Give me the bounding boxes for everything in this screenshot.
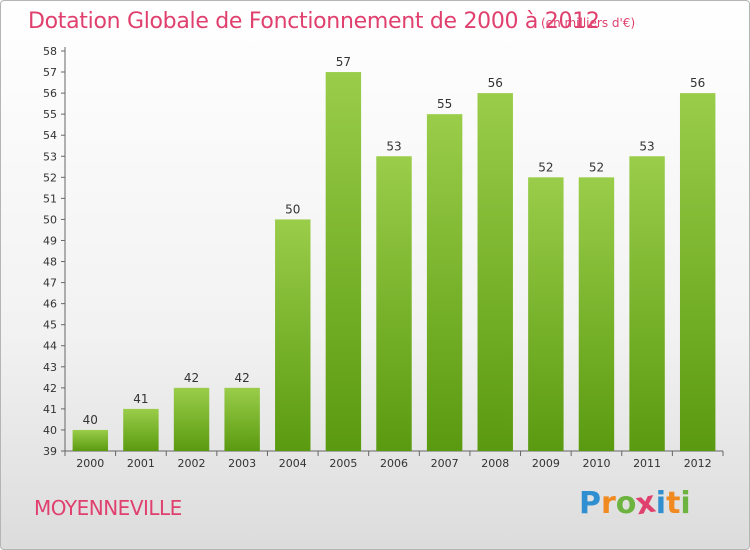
y-tick-label: 43 [43,361,57,374]
bar-2011 [629,156,665,451]
commune-name: MOYENNEVILLE [34,496,182,520]
x-tick-label-2000: 2000 [76,457,104,470]
x-tick-label-2003: 2003 [228,457,256,470]
y-tick-label: 48 [43,256,57,269]
x-tick-label-2004: 2004 [279,457,307,470]
bar-2005 [325,72,362,451]
x-tick-label-2009: 2009 [532,457,560,470]
y-tick-label: 51 [43,192,57,205]
data-label-2010: 52 [589,160,604,174]
bar-2009 [528,177,564,451]
chart-title: Dotation Globale de Fonctionnement de 20… [28,9,600,34]
y-tick-label: 55 [43,108,57,121]
bars [72,72,716,452]
data-label-2009: 52 [538,160,553,174]
y-tick-label: 45 [43,319,57,332]
y-tick-label: 47 [43,277,57,290]
y-tick-label: 39 [43,445,57,458]
data-label-2005: 57 [336,55,351,69]
x-tick-label-2011: 2011 [633,457,661,470]
y-tick-label: 53 [43,150,57,163]
bar-2010 [578,177,615,451]
logo-letter: o [615,486,637,521]
y-tick-label: 42 [43,382,57,395]
data-label-2011: 53 [639,139,654,153]
y-tick-label: 50 [43,213,57,226]
y-tick-label: 44 [43,340,57,353]
data-labels: 40 41 42 42 50 57 53 55 56 52 52 53 56 [83,55,706,427]
y-tick-label: 54 [43,129,57,142]
logo-letter: i [680,486,691,521]
x-tick-label-2008: 2008 [481,457,509,470]
data-label-2007: 55 [437,97,452,111]
y-tick-label: 40 [43,424,57,437]
x-tick-label-2005: 2005 [329,457,357,470]
x-tick-label-2007: 2007 [431,457,459,470]
x-tick-label-2002: 2002 [178,457,206,470]
chart-subtitle: (en milliers d'€) [541,16,636,30]
x-tick-label-2001: 2001 [127,457,155,470]
logo-letter: P [579,486,601,521]
bar-2006 [376,156,412,451]
y-tick-label: 57 [43,66,57,79]
y-tick-label: 52 [43,171,57,184]
y-tick-label: 58 [43,45,57,58]
bar-2008 [477,93,513,452]
logo-letter: t [666,486,681,521]
bar-2012 [679,93,716,452]
x-tick-label-2010: 2010 [582,457,610,470]
bar-2000 [72,429,109,451]
y-tick-label: 41 [43,403,57,416]
data-label-2012: 56 [690,76,705,90]
x-axis-ticks: 2000 2001 2002 2003 2004 2005 2006 2007 2008 2009… [64,451,724,470]
data-label-2000: 40 [83,413,98,427]
y-tick-label: 56 [43,87,57,100]
bar-2001 [123,408,159,451]
data-label-2008: 56 [488,76,503,90]
logo-letter: i [655,486,667,521]
y-tick-label: 46 [43,298,57,311]
data-label-2003: 42 [235,371,250,385]
data-label-2006: 53 [386,139,401,153]
proxiti-logo: Proxiti [579,485,691,523]
bar-2002 [173,387,210,451]
logo-letter: r [601,486,616,521]
y-axis-ticks: 39 40 41 42 43 44 45 46 47 48 49 50 51 52 53 54 55 56 57 58 [43,45,65,458]
x-tick-label-2012: 2012 [684,457,712,470]
x-tick-label-2006: 2006 [380,457,408,470]
bar-2003 [224,387,260,451]
y-tick-label: 49 [43,234,57,247]
data-label-2001: 41 [133,392,148,406]
bar-2004 [275,219,311,451]
data-label-2004: 50 [285,202,300,216]
bar-2007 [426,114,463,451]
data-label-2002: 42 [184,371,199,385]
